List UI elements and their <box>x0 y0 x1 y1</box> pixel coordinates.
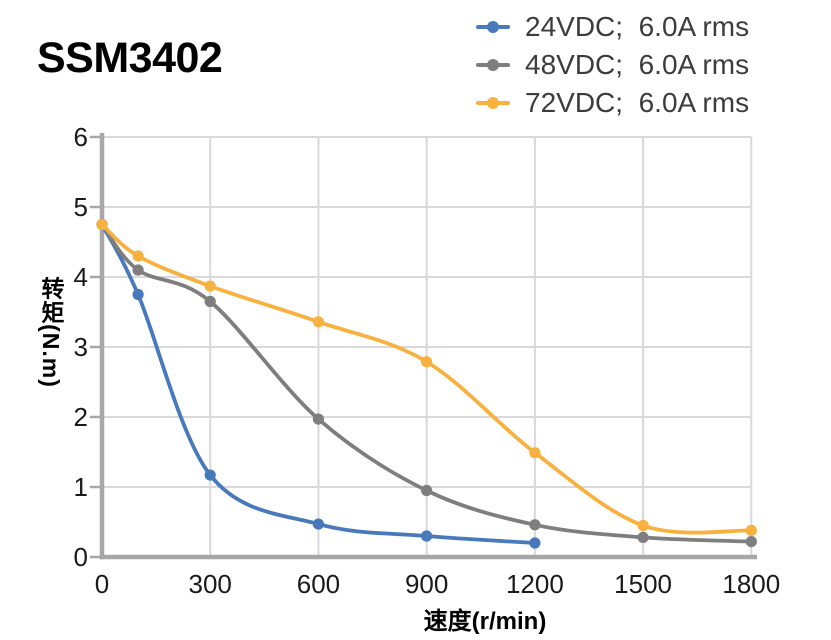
legend-item-72vdc: 72VDC; 6.0A rms <box>476 84 749 122</box>
y-tick-label: 2 <box>74 402 88 432</box>
legend-marker-line <box>476 59 510 71</box>
legend-item-label: 72VDC; 6.0A rms <box>525 87 750 118</box>
legend-item-label: 24VDC; 6.0A rms <box>525 11 750 42</box>
page-title: SSM3402 <box>37 34 223 82</box>
legend-marker-line <box>476 21 510 33</box>
legend-marker-dot <box>487 21 499 33</box>
x-tick-label: 600 <box>297 569 340 599</box>
data-point-marker <box>204 469 216 481</box>
legend-marker-line <box>476 97 510 109</box>
y-tick-label: 3 <box>74 332 88 362</box>
data-point-marker <box>312 413 324 425</box>
y-tick-label: 4 <box>74 262 88 292</box>
data-point-marker <box>421 356 433 368</box>
x-tick-label: 0 <box>95 569 109 599</box>
legend-marker-dot <box>487 59 499 71</box>
data-point-marker <box>132 288 144 301</box>
x-tick-label: 1800 <box>722 569 780 599</box>
data-point-marker <box>637 531 649 544</box>
y-tick-label: 1 <box>74 472 88 502</box>
legend-item-48vdc: 48VDC; 6.0A rms <box>476 46 749 84</box>
legend-item-label: 48VDC; 6.0A rms <box>525 49 750 80</box>
x-tick-label: 900 <box>405 569 448 599</box>
chart-legend: 24VDC; 6.0A rms 48VDC; 6.0A rms 72VDC; 6… <box>476 8 749 122</box>
data-point-marker <box>312 518 324 530</box>
data-point-marker <box>421 530 433 542</box>
legend-marker-dot <box>487 97 499 109</box>
y-axis-label: 转矩(N.m) <box>38 276 64 388</box>
data-point-marker <box>204 295 216 308</box>
x-tick-label: 1200 <box>506 569 564 599</box>
data-point-marker <box>745 524 757 537</box>
data-point-marker <box>529 537 541 549</box>
data-point-marker <box>132 250 144 262</box>
legend-item-24vdc: 24VDC; 6.0A rms <box>476 8 749 46</box>
data-point-marker <box>96 218 108 231</box>
data-point-marker <box>529 519 541 531</box>
y-tick-label: 5 <box>74 192 88 222</box>
data-point-marker <box>132 264 144 276</box>
data-point-marker <box>637 519 649 532</box>
series-line-2 <box>100 222 754 535</box>
y-tick-label: 0 <box>74 542 88 572</box>
series-line-1 <box>100 222 754 544</box>
data-point-marker <box>745 536 757 548</box>
data-point-marker <box>421 484 433 497</box>
data-point-marker <box>204 280 216 292</box>
x-tick-label: 300 <box>189 569 232 599</box>
data-point-marker <box>529 447 541 459</box>
data-point-marker <box>312 316 324 328</box>
x-axis-label: 速度(r/min) <box>423 608 547 635</box>
y-tick-label: 6 <box>74 122 88 152</box>
x-tick-label: 1500 <box>614 569 672 599</box>
